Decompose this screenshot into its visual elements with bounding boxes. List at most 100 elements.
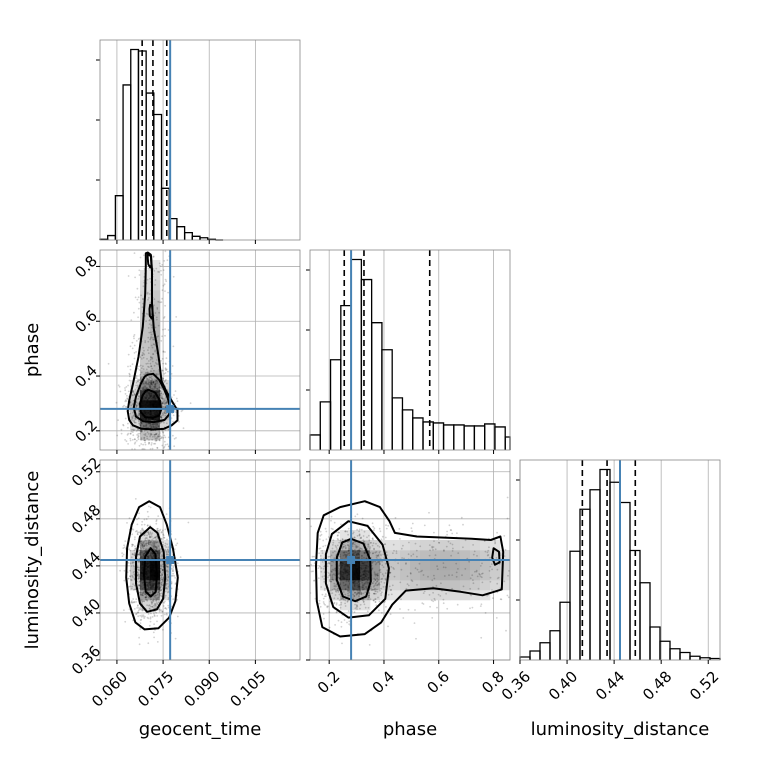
sample-point [147, 412, 149, 415]
sample-point [352, 588, 355, 591]
sample-point [151, 357, 154, 360]
sample-point [334, 624, 336, 626]
sample-point [362, 541, 365, 543]
sample-point [332, 561, 335, 563]
sample-point [139, 560, 141, 563]
sample-point [141, 354, 144, 357]
sample-point [328, 611, 331, 614]
sample-point [140, 443, 143, 445]
sample-point [360, 536, 362, 539]
sample-point [164, 406, 167, 409]
sample-point [147, 556, 150, 558]
sample-point [150, 574, 153, 577]
sample-point [151, 585, 154, 588]
sample-point [137, 429, 139, 432]
sample-point [151, 563, 153, 566]
sample-point [356, 545, 359, 548]
sample-point [338, 577, 341, 580]
sample-point [354, 579, 357, 582]
sample-point [351, 567, 354, 570]
density-cell [150, 430, 161, 441]
sample-point [358, 556, 361, 559]
sample-point [151, 591, 154, 594]
sample-point [141, 564, 143, 567]
sample-point [333, 602, 335, 605]
sample-point [149, 541, 152, 544]
sample-point [132, 428, 135, 431]
sample-point [145, 539, 148, 542]
sample-point [130, 428, 133, 431]
sample-point [145, 593, 148, 596]
density-cell [420, 590, 431, 601]
sample-point [131, 341, 134, 344]
sample-point [359, 590, 362, 592]
sample-point [153, 595, 156, 598]
density-cell [350, 560, 361, 571]
sample-point [448, 524, 451, 527]
sample-point [147, 582, 150, 584]
sample-point [338, 573, 341, 576]
sample-point [138, 423, 141, 425]
sample-point [338, 572, 340, 574]
sample-point [150, 564, 153, 567]
density-cell [490, 570, 501, 581]
sample-point [150, 433, 153, 435]
sample-point [379, 562, 381, 565]
sample-point [153, 384, 156, 387]
density-cell [330, 590, 341, 601]
sample-point [359, 592, 361, 595]
sample-point [461, 574, 463, 577]
sample-point [136, 386, 139, 389]
sample-point [149, 605, 152, 608]
sample-point [344, 553, 347, 556]
sample-point [156, 585, 159, 588]
sample-point [137, 338, 140, 340]
sample-point [148, 562, 151, 565]
sample-point [161, 444, 164, 447]
sample-point [137, 316, 140, 319]
sample-point [363, 579, 366, 582]
sample-point [375, 554, 378, 557]
density-cell [430, 540, 441, 551]
sample-point [164, 362, 167, 365]
sample-point [151, 565, 154, 567]
sample-point [159, 586, 162, 589]
sample-point [379, 563, 381, 566]
density-cell [360, 530, 371, 541]
axis-labels: geocent_time phase luminosity_distance p… [22, 323, 709, 740]
sample-point [145, 550, 148, 553]
sample-point [323, 589, 326, 591]
sample-point [357, 565, 360, 567]
sample-point [330, 571, 333, 573]
sample-point [363, 576, 365, 579]
sample-point [342, 597, 345, 600]
sample-point [147, 346, 150, 349]
sample-point [134, 441, 137, 444]
sample-point [138, 608, 141, 610]
sample-point [380, 538, 383, 541]
sample-point [371, 582, 374, 584]
sample-point [148, 397, 151, 400]
density-cell [480, 540, 491, 551]
sample-point [342, 575, 344, 578]
sample-point [433, 577, 436, 580]
sample-point [348, 570, 351, 573]
density-cell [140, 360, 151, 371]
sample-point [373, 588, 376, 591]
sample-point [120, 428, 123, 431]
sample-point [162, 572, 165, 574]
sample-point [344, 602, 346, 605]
sample-point [142, 448, 145, 450]
sample-point [372, 525, 375, 528]
sample-point [347, 580, 350, 582]
sample-point [140, 392, 143, 394]
sample-point [117, 384, 120, 387]
sample-point [135, 375, 138, 377]
sample-point [134, 276, 137, 279]
sample-point [155, 437, 158, 439]
sample-point [363, 588, 366, 590]
sample-point [378, 583, 381, 586]
sample-point [352, 581, 355, 584]
y-tick-label: 0.36 [68, 642, 104, 678]
